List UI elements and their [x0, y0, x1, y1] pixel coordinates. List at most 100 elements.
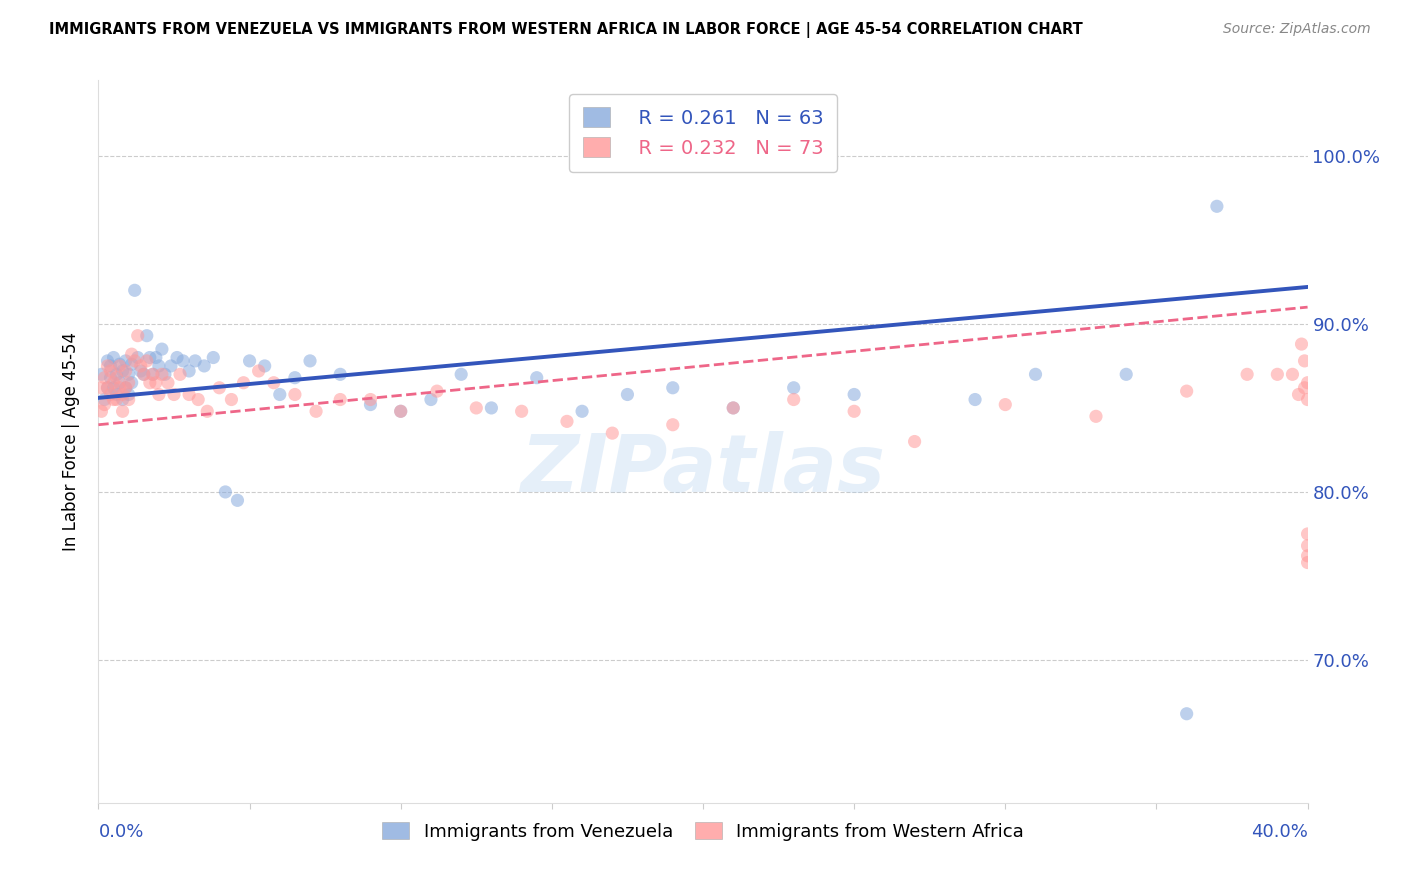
Point: [616, 387, 638, 401]
Point: [118, 368, 141, 382]
Point: [571, 404, 593, 418]
Point: [239, 354, 262, 368]
Point: [965, 392, 987, 407]
Point: [1267, 368, 1289, 382]
Point: [90, 381, 112, 395]
Point: [465, 401, 488, 415]
Point: [90, 404, 112, 418]
Point: [994, 398, 1017, 412]
Point: [232, 376, 254, 390]
Point: [1175, 384, 1198, 398]
Point: [105, 368, 128, 382]
Point: [1236, 368, 1258, 382]
Point: [329, 392, 352, 407]
Point: [145, 351, 167, 365]
Point: [96, 381, 118, 395]
Point: [114, 381, 136, 395]
Point: [510, 404, 533, 418]
Point: [172, 354, 194, 368]
Point: [844, 387, 866, 401]
Point: [103, 392, 125, 407]
Point: [145, 376, 167, 390]
Point: [100, 370, 122, 384]
Point: [247, 364, 270, 378]
Point: [1024, 368, 1046, 382]
Point: [305, 404, 328, 418]
Point: [150, 342, 173, 356]
Point: [299, 354, 322, 368]
Point: [111, 392, 134, 407]
Point: [108, 381, 131, 395]
Point: [1296, 376, 1319, 390]
Point: [1175, 706, 1198, 721]
Point: [111, 404, 134, 418]
Point: [135, 354, 157, 368]
Point: [226, 493, 249, 508]
Point: [169, 368, 191, 382]
Point: [723, 401, 745, 415]
Point: [100, 364, 122, 378]
Point: [108, 376, 131, 390]
Point: [100, 387, 122, 401]
Point: [1206, 199, 1229, 213]
Point: [121, 376, 143, 390]
Point: [114, 354, 136, 368]
Point: [420, 392, 443, 407]
Point: [127, 351, 149, 365]
Point: [142, 368, 165, 382]
Point: [105, 387, 128, 401]
Text: 0.0%: 0.0%: [98, 823, 143, 841]
Point: [202, 351, 225, 365]
Point: [103, 381, 125, 395]
Point: [723, 401, 745, 415]
Y-axis label: In Labor Force | Age 45-54: In Labor Force | Age 45-54: [62, 332, 80, 551]
Point: [96, 354, 118, 368]
Point: [129, 359, 152, 373]
Point: [269, 387, 291, 401]
Point: [1291, 337, 1313, 351]
Point: [160, 359, 183, 373]
Point: [360, 398, 382, 412]
Point: [148, 387, 170, 401]
Point: [555, 414, 578, 428]
Point: [1281, 368, 1303, 382]
Point: [96, 359, 118, 373]
Point: [284, 387, 307, 401]
Text: ZIPatlas: ZIPatlas: [520, 432, 886, 509]
Point: [187, 392, 209, 407]
Point: [1296, 392, 1319, 407]
Point: [114, 381, 136, 395]
Point: [214, 485, 236, 500]
Point: [103, 376, 125, 390]
Point: [221, 392, 243, 407]
Point: [114, 364, 136, 378]
Point: [111, 387, 134, 401]
Point: [118, 392, 141, 407]
Point: [263, 376, 285, 390]
Point: [1296, 556, 1319, 570]
Point: [208, 381, 231, 395]
Point: [93, 392, 115, 407]
Point: [284, 370, 307, 384]
Point: [1296, 539, 1319, 553]
Point: [602, 426, 624, 441]
Point: [783, 381, 806, 395]
Point: [389, 404, 412, 418]
Point: [904, 434, 927, 449]
Point: [111, 364, 134, 378]
Point: [179, 364, 201, 378]
Point: [1296, 527, 1319, 541]
Point: [1296, 549, 1319, 563]
Point: [1115, 368, 1137, 382]
Point: [139, 376, 162, 390]
Point: [426, 384, 449, 398]
Point: [661, 381, 683, 395]
Text: 40.0%: 40.0%: [1251, 823, 1308, 841]
Point: [184, 354, 207, 368]
Point: [93, 398, 115, 412]
Point: [360, 392, 382, 407]
Point: [195, 404, 218, 418]
Point: [100, 359, 122, 373]
Text: Source: ZipAtlas.com: Source: ZipAtlas.com: [1223, 22, 1371, 37]
Point: [150, 368, 173, 382]
